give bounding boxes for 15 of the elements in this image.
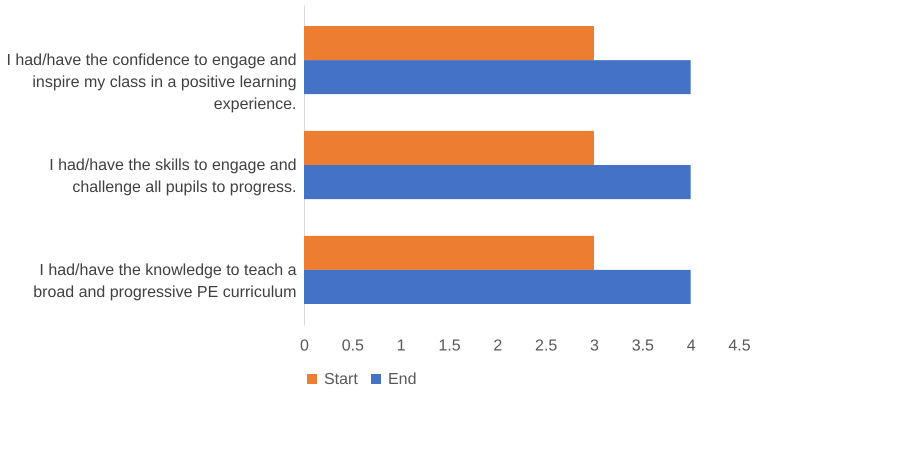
x-tick-label: 3.5 [632, 338, 654, 354]
x-tick-label: 1.5 [438, 338, 461, 354]
y-tick-label: I had/have the knowledge to teach a broad and progressive PE curriculum [33, 262, 297, 301]
y-tick-label: I had/have the skills to engage and challenge all pupils to progress. [49, 157, 296, 196]
x-tick-label: 2.5 [535, 338, 558, 354]
legend-label: End [388, 371, 416, 388]
x-tick-label: 4 [686, 338, 696, 354]
x-tick-label: 4.5 [728, 338, 751, 354]
x-tick-label: 3 [590, 338, 600, 354]
x-tick-label: 0 [300, 338, 310, 354]
legend-label: Start [324, 371, 358, 388]
x-tick-label: 0.5 [342, 338, 364, 354]
y-tick-label: I had/have the confidence to engage and inspire my class in a positive learning experience. [6, 52, 296, 114]
x-tick-label: 2 [493, 338, 502, 354]
x-tick-label: 1 [396, 338, 406, 354]
